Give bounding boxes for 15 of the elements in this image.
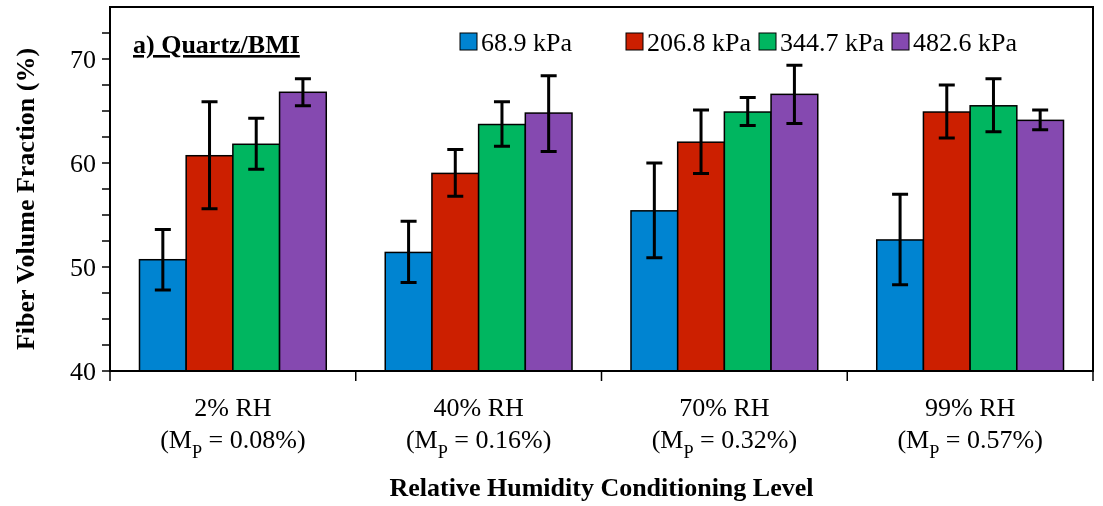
y-tick-label: 50 [70,253,96,283]
x-tick-label: 40% RH (M$_{P}$ = 0.16%) [405,393,552,462]
y-axis-title: Fiber Volume Fraction (%) [11,47,40,351]
y-tick-label: 60 [70,149,96,179]
x-tick-label: 99% RH (M$_{P}$ = 0.57%) [897,393,1043,462]
legend-label: 206.8 kPa [647,28,752,57]
text: a) Quartz/BMI [133,30,300,59]
legend-label: 68.9 kPa [481,28,573,57]
legend-label: 344.7 kPa [780,28,885,57]
legend-label: 482.6 kPa [913,28,1018,57]
x-tick-label: 2% RH (M$_{P}$ = 0.08%) [160,393,306,462]
y-tick-label: 40 [70,357,96,387]
y-tick-label: 70 [70,45,96,75]
x-tick-label: 70% RH (M$_{P}$ = 0.32%) [651,393,798,462]
x-axis-title: Relative Humidity Conditioning Level [389,473,814,502]
